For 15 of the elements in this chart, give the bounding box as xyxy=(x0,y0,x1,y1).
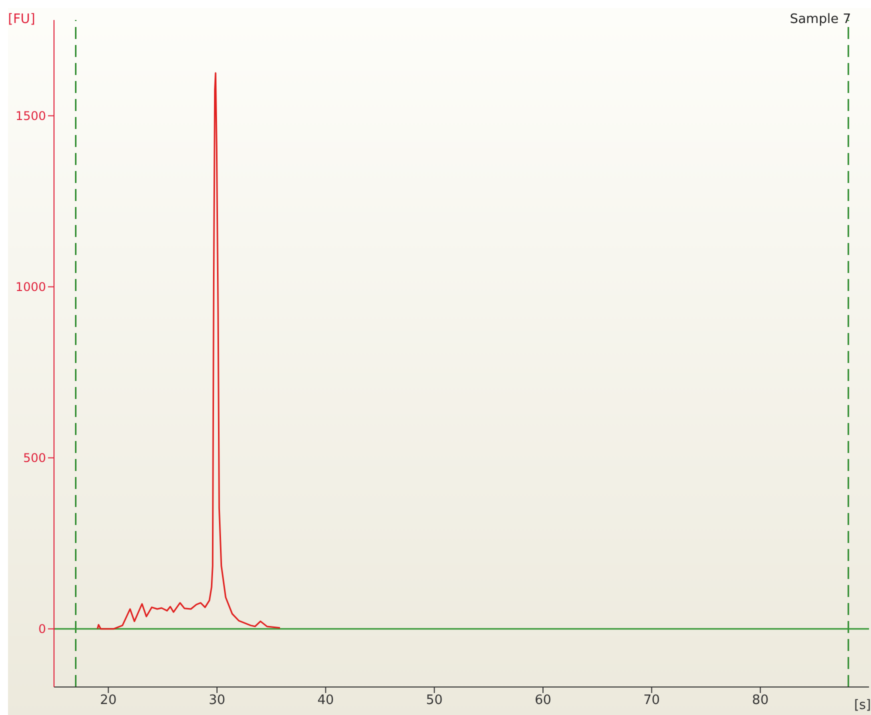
x-tick-label: 60 xyxy=(534,693,552,708)
x-axis-title: [s] xyxy=(854,698,871,713)
y-tick-label: 1500 xyxy=(15,109,46,124)
line-series xyxy=(96,72,281,630)
y-tick-label: 1000 xyxy=(15,280,46,294)
x-tick-label: 50 xyxy=(426,693,443,708)
chart-title: Sample 7 xyxy=(790,12,851,27)
x-tick-label: 70 xyxy=(643,693,660,708)
x-tick-label: 30 xyxy=(208,693,226,708)
y-tick-label: 0 xyxy=(38,622,46,636)
y-axis-title: [FU] xyxy=(8,12,36,27)
y-tick-label: 500 xyxy=(23,451,46,466)
x-tick-label: 20 xyxy=(100,693,117,708)
x-tick-label: 40 xyxy=(317,693,334,708)
x-tick-label: 80 xyxy=(752,693,769,708)
